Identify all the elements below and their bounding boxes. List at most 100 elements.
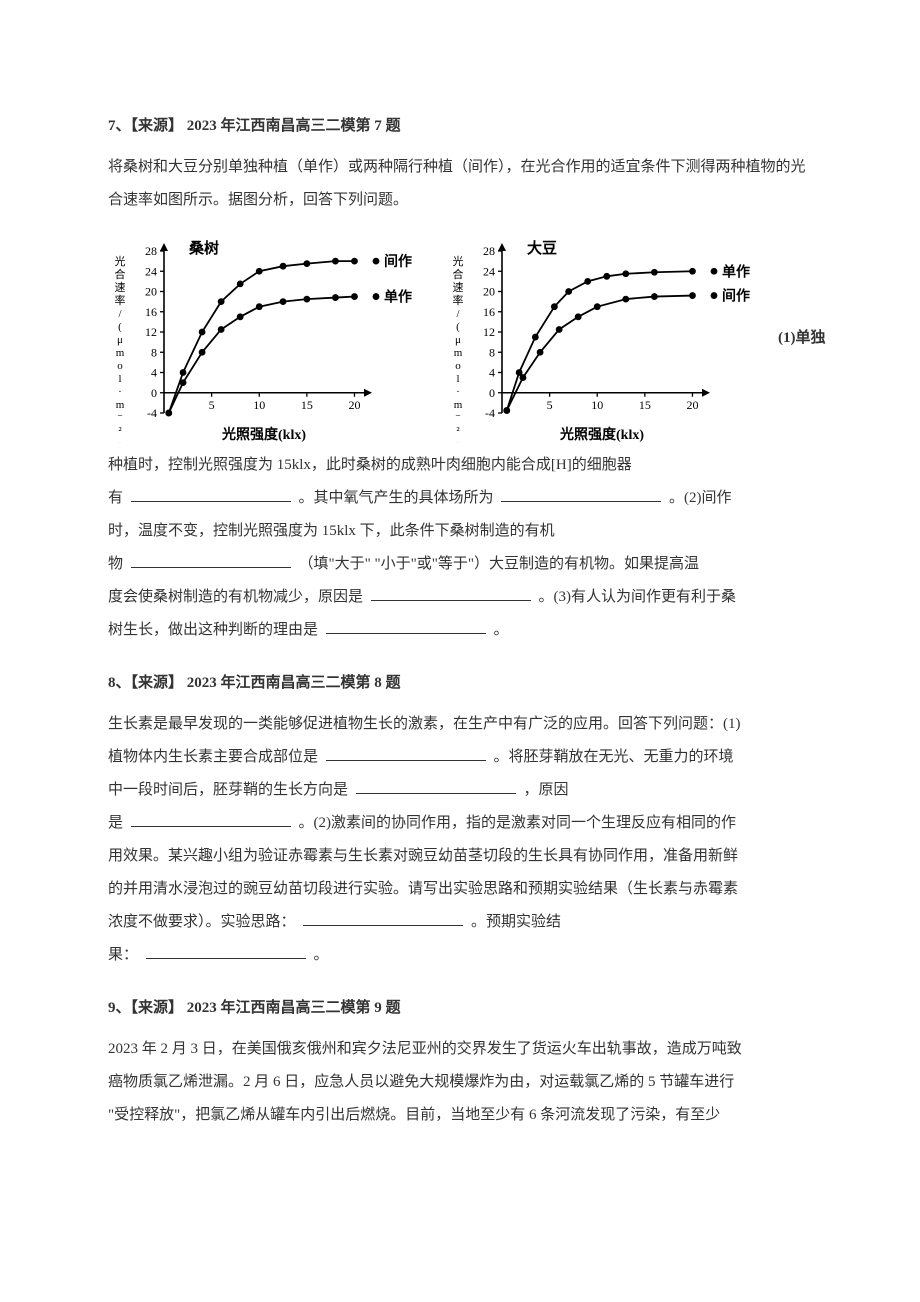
q9-body: 2023 年 2 月 3 日，在美国俄亥俄州和宾夕法尼亚州的交界发生了货运火车出…: [108, 1033, 812, 1132]
svg-text:16: 16: [145, 305, 157, 319]
q8-l2b: 。将胚芽鞘放在无光、无重力的环境: [494, 749, 734, 765]
svg-text:单作: 单作: [384, 289, 412, 306]
q8-l7a: 浓度不做要求）。实验思路：: [108, 914, 296, 930]
svg-text:率: 率: [453, 293, 464, 307]
blank: [303, 911, 463, 926]
q7-t2a: 有: [108, 490, 123, 506]
svg-text:15: 15: [639, 398, 651, 412]
svg-text:m: m: [116, 399, 125, 411]
q8-header: 8、【来源】 2023 年江西南昌高三二模第 8 题: [108, 667, 812, 700]
q7-body: 种植时，控制光照强度为 15klx，此时桑树的成熟叶肉细胞内能合成[H]的细胞器…: [108, 449, 812, 647]
blank: [501, 487, 661, 502]
q7-t6b: 。: [494, 622, 509, 638]
svg-text:l: l: [118, 373, 121, 385]
blank: [131, 553, 291, 568]
svg-text:速: 速: [453, 281, 464, 294]
svg-text:24: 24: [145, 264, 157, 278]
svg-text:光照强度(klx): 光照强度(klx): [221, 426, 306, 443]
svg-text:10: 10: [253, 398, 265, 412]
svg-text:·: ·: [118, 386, 122, 398]
svg-text:l: l: [456, 373, 459, 385]
q7-t4b: （填"大于" "小于"或"等于"）大豆制造的有机物。如果提高温: [299, 556, 700, 572]
svg-text:·: ·: [118, 438, 122, 443]
svg-text:间作: 间作: [722, 288, 750, 305]
svg-text:5: 5: [209, 398, 215, 412]
svg-text:速: 速: [115, 281, 126, 294]
svg-text:/: /: [456, 308, 460, 320]
svg-text:μ: μ: [455, 334, 461, 346]
svg-text:12: 12: [145, 325, 157, 339]
svg-text:光照强度(klx): 光照强度(klx): [559, 426, 644, 443]
svg-text:8: 8: [151, 345, 157, 359]
chart1-svg: -404812162024285101520桑树光合速率/(μmol·m⁻²·s…: [108, 233, 418, 443]
svg-text:光: 光: [115, 254, 126, 268]
svg-text:μ: μ: [117, 334, 123, 346]
svg-text:4: 4: [489, 366, 495, 380]
svg-text:合: 合: [453, 267, 464, 281]
svg-text:0: 0: [489, 386, 495, 400]
chart2-svg: -404812162024285101520大豆光合速率/(μmol·m⁻²·s…: [446, 233, 756, 443]
q7-t5b: 。(3)有人认为间作更有利于桑: [539, 589, 737, 605]
q8-l4a: 是: [108, 815, 123, 831]
q7-t3: 时，温度不变，控制光照强度为 15klx 下，此条件下桑树制造的有机: [108, 523, 555, 539]
svg-text:·: ·: [456, 386, 460, 398]
svg-text:20: 20: [348, 398, 360, 412]
blank: [131, 812, 291, 827]
q8-l2a: 植物体内生长素主要合成部位是: [108, 749, 318, 765]
svg-text:5: 5: [547, 398, 553, 412]
q7-t1: 种植时，控制光照强度为 15klx，此时桑树的成熟叶肉细胞内能合成[H]的细胞器: [108, 457, 632, 473]
q8-body: 生长素是最早发现的一类能够促进植物生长的激素，在生产中有广泛的应用。回答下列问题…: [108, 708, 812, 972]
svg-text:(: (: [456, 321, 460, 333]
svg-text:⁻: ⁻: [117, 412, 123, 424]
q7-intro: 将桑树和大豆分别单独种植（单作）或两种隔行种植（间作），在光合作用的适宜条件下测…: [108, 151, 812, 217]
q7-t4a: 物: [108, 556, 123, 572]
svg-text:率: 率: [115, 293, 126, 307]
blank: [371, 586, 531, 601]
q7-t2b: 。其中氧气产生的具体场所为: [299, 490, 494, 506]
q8-l8b: 。: [314, 947, 329, 963]
q7-t2c: 。(2)间作: [669, 490, 732, 506]
q9-l1: 2023 年 2 月 3 日，在美国俄亥俄州和宾夕法尼亚州的交界发生了货运火车出…: [108, 1041, 742, 1057]
svg-text:桑树: 桑树: [189, 239, 219, 257]
svg-text:m: m: [454, 347, 463, 359]
svg-text:20: 20: [686, 398, 698, 412]
svg-text:m: m: [454, 399, 463, 411]
q9-l2: 癌物质氯乙烯泄漏。2 月 6 日，应急人员以避免大规模爆炸为由，对运载氯乙烯的 …: [108, 1074, 734, 1090]
svg-text:16: 16: [483, 305, 495, 319]
q8-l5: 用效果。某兴趣小组为验证赤霉素与生长素对豌豆幼苗茎切段的生长具有协同作用，准备用…: [108, 848, 738, 864]
q7-t6a: 树生长，做出这种判断的理由是: [108, 622, 318, 638]
blank: [356, 779, 516, 794]
q7-sub1-label: (1)单独: [778, 322, 826, 355]
svg-text:·: ·: [456, 438, 460, 443]
svg-text:单作: 单作: [722, 263, 750, 280]
q9-l3: "受控释放"，把氯乙烯从罐车内引出后燃烧。目前，当地至少有 6 条河流发现了污染…: [108, 1107, 720, 1123]
svg-text:-4: -4: [485, 406, 495, 420]
q8-l8a: 果：: [108, 947, 138, 963]
q7-header: 7、【来源】 2023 年江西南昌高三二模第 7 题: [108, 110, 812, 143]
svg-text:4: 4: [151, 366, 157, 380]
q8-l3a: 中一段时间后，胚芽鞘的生长方向是: [108, 782, 348, 798]
q8-l7b: 。预期实验结: [471, 914, 561, 930]
charts-row: -404812162024285101520桑树光合速率/(μmol·m⁻²·s…: [108, 233, 812, 443]
blank: [326, 619, 486, 634]
chart-soybean: -404812162024285101520大豆光合速率/(μmol·m⁻²·s…: [446, 233, 756, 443]
svg-text:-4: -4: [147, 406, 157, 420]
q9-header: 9、【来源】 2023 年江西南昌高三二模第 9 题: [108, 992, 812, 1025]
svg-text:光: 光: [453, 254, 464, 268]
q7-t5a: 度会使桑树制造的有机物减少，原因是: [108, 589, 363, 605]
svg-text:大豆: 大豆: [527, 239, 557, 257]
svg-text:10: 10: [591, 398, 603, 412]
svg-text:28: 28: [483, 244, 495, 258]
svg-text:28: 28: [145, 244, 157, 258]
blank: [326, 746, 486, 761]
svg-text:合: 合: [115, 267, 126, 281]
svg-text:20: 20: [483, 285, 495, 299]
svg-text:间作: 间作: [384, 253, 412, 270]
svg-text:(: (: [118, 321, 122, 333]
q8-l3b: ，原因: [524, 782, 569, 798]
svg-text:0: 0: [151, 386, 157, 400]
svg-text:24: 24: [483, 264, 495, 278]
svg-text:8: 8: [489, 345, 495, 359]
svg-text:12: 12: [483, 325, 495, 339]
svg-text:o: o: [117, 360, 123, 372]
